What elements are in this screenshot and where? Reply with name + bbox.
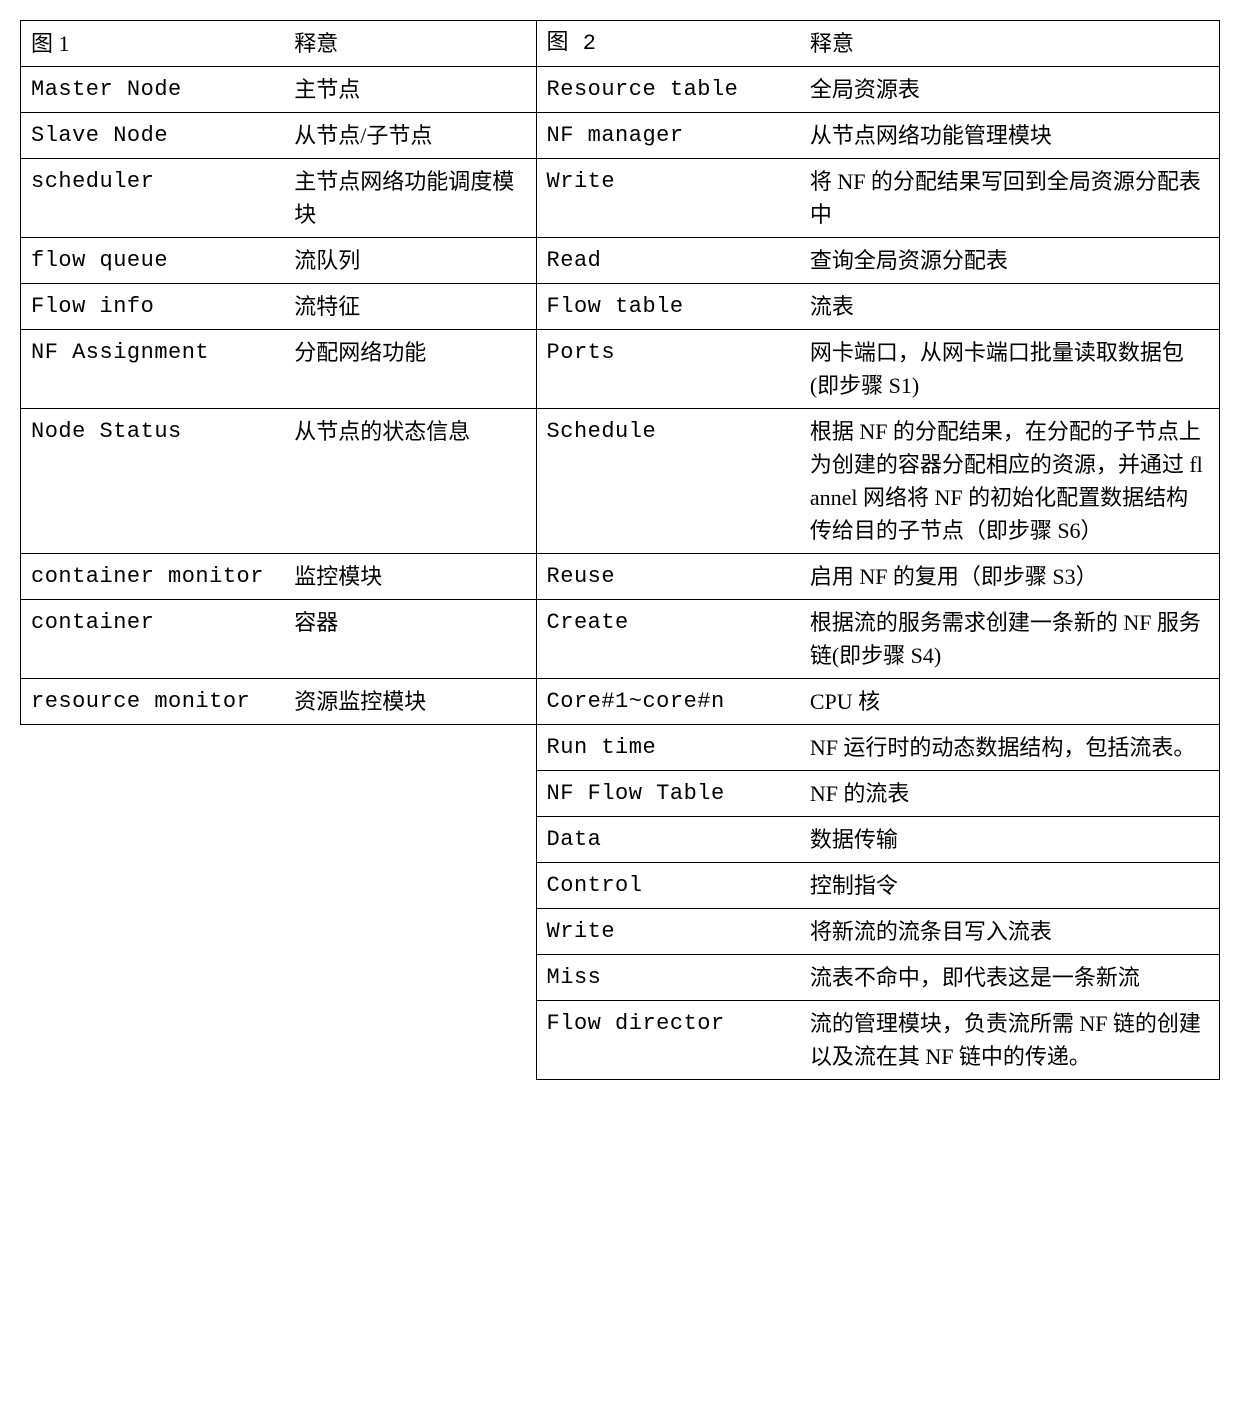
left-empty bbox=[284, 817, 536, 863]
table-row: flow queue流队列Read查询全局资源分配表 bbox=[21, 238, 1220, 284]
left-term: resource monitor bbox=[21, 679, 285, 725]
left-term: Master Node bbox=[21, 67, 285, 113]
left-def: 从节点的状态信息 bbox=[284, 409, 536, 554]
right-def: 查询全局资源分配表 bbox=[800, 238, 1220, 284]
left-term: Node Status bbox=[21, 409, 285, 554]
left-empty bbox=[21, 1001, 285, 1080]
left-def: 流特征 bbox=[284, 284, 536, 330]
right-def: 从节点网络功能管理模块 bbox=[800, 113, 1220, 159]
left-term: Flow info bbox=[21, 284, 285, 330]
table-row: Flow director流的管理模块，负责流所需 NF 链的创建以及流在其 N… bbox=[21, 1001, 1220, 1080]
right-def: 启用 NF 的复用（即步骤 S3） bbox=[800, 554, 1220, 600]
right-term: Ports bbox=[536, 330, 800, 409]
right-term: Create bbox=[536, 600, 800, 679]
table-header-row: 图 1释意图 2释意 bbox=[21, 21, 1220, 67]
left-def: 容器 bbox=[284, 600, 536, 679]
right-term: Resource table bbox=[536, 67, 800, 113]
right-term: Write bbox=[536, 159, 800, 238]
header-def2: 释意 bbox=[800, 21, 1220, 67]
left-term: container bbox=[21, 600, 285, 679]
left-empty bbox=[284, 909, 536, 955]
left-def: 主节点 bbox=[284, 67, 536, 113]
table-row: NF Assignment分配网络功能Ports网卡端口，从网卡端口批量读取数据… bbox=[21, 330, 1220, 409]
right-term: Flow director bbox=[536, 1001, 800, 1080]
right-def: 全局资源表 bbox=[800, 67, 1220, 113]
right-term: Reuse bbox=[536, 554, 800, 600]
header-fig2: 图 2 bbox=[536, 21, 800, 67]
header-fig1: 图 1 bbox=[21, 21, 285, 67]
left-empty bbox=[284, 771, 536, 817]
right-term: Data bbox=[536, 817, 800, 863]
table-row: NF Flow TableNF 的流表 bbox=[21, 771, 1220, 817]
left-term: scheduler bbox=[21, 159, 285, 238]
left-empty bbox=[284, 863, 536, 909]
right-def: 根据流的服务需求创建一条新的 NF 服务链(即步骤 S4) bbox=[800, 600, 1220, 679]
table-row: Control控制指令 bbox=[21, 863, 1220, 909]
right-def: NF 的流表 bbox=[800, 771, 1220, 817]
table-row: Slave Node从节点/子节点NF manager从节点网络功能管理模块 bbox=[21, 113, 1220, 159]
left-empty bbox=[21, 725, 285, 771]
left-def: 从节点/子节点 bbox=[284, 113, 536, 159]
right-term: Schedule bbox=[536, 409, 800, 554]
left-term: flow queue bbox=[21, 238, 285, 284]
left-def: 分配网络功能 bbox=[284, 330, 536, 409]
table-row: Master Node主节点Resource table全局资源表 bbox=[21, 67, 1220, 113]
right-def: 流的管理模块，负责流所需 NF 链的创建以及流在其 NF 链中的传递。 bbox=[800, 1001, 1220, 1080]
right-def: 将新流的流条目写入流表 bbox=[800, 909, 1220, 955]
glossary-table: 图 1释意图 2释意Master Node主节点Resource table全局… bbox=[20, 20, 1220, 1080]
table-row: Miss流表不命中，即代表这是一条新流 bbox=[21, 955, 1220, 1001]
table-row: Run timeNF 运行时的动态数据结构，包括流表。 bbox=[21, 725, 1220, 771]
table-row: scheduler主节点网络功能调度模块Write将 NF 的分配结果写回到全局… bbox=[21, 159, 1220, 238]
right-def: 将 NF 的分配结果写回到全局资源分配表中 bbox=[800, 159, 1220, 238]
left-empty bbox=[284, 725, 536, 771]
left-empty bbox=[21, 909, 285, 955]
right-term: Miss bbox=[536, 955, 800, 1001]
table-row: Node Status从节点的状态信息Schedule根据 NF 的分配结果，在… bbox=[21, 409, 1220, 554]
left-empty bbox=[21, 955, 285, 1001]
left-empty bbox=[284, 1001, 536, 1080]
header-def1: 释意 bbox=[284, 21, 536, 67]
right-def: 网卡端口，从网卡端口批量读取数据包(即步骤 S1) bbox=[800, 330, 1220, 409]
right-term: Control bbox=[536, 863, 800, 909]
right-def: 数据传输 bbox=[800, 817, 1220, 863]
left-def: 流队列 bbox=[284, 238, 536, 284]
left-def: 主节点网络功能调度模块 bbox=[284, 159, 536, 238]
table-row: Write将新流的流条目写入流表 bbox=[21, 909, 1220, 955]
right-term: Flow table bbox=[536, 284, 800, 330]
left-term: NF Assignment bbox=[21, 330, 285, 409]
left-empty bbox=[21, 863, 285, 909]
right-term: Run time bbox=[536, 725, 800, 771]
right-term: NF Flow Table bbox=[536, 771, 800, 817]
right-term: Read bbox=[536, 238, 800, 284]
right-def: 控制指令 bbox=[800, 863, 1220, 909]
table-row: container容器Create根据流的服务需求创建一条新的 NF 服务链(即… bbox=[21, 600, 1220, 679]
left-term: container monitor bbox=[21, 554, 285, 600]
table-row: resource monitor资源监控模块Core#1~core#nCPU 核 bbox=[21, 679, 1220, 725]
right-term: Write bbox=[536, 909, 800, 955]
right-def: CPU 核 bbox=[800, 679, 1220, 725]
right-term: NF manager bbox=[536, 113, 800, 159]
left-empty bbox=[21, 817, 285, 863]
right-term: Core#1~core#n bbox=[536, 679, 800, 725]
left-empty bbox=[21, 771, 285, 817]
left-def: 资源监控模块 bbox=[284, 679, 536, 725]
left-empty bbox=[284, 955, 536, 1001]
right-def: 根据 NF 的分配结果，在分配的子节点上为创建的容器分配相应的资源，并通过 fl… bbox=[800, 409, 1220, 554]
table-row: container monitor监控模块Reuse启用 NF 的复用（即步骤 … bbox=[21, 554, 1220, 600]
left-def: 监控模块 bbox=[284, 554, 536, 600]
right-def: NF 运行时的动态数据结构，包括流表。 bbox=[800, 725, 1220, 771]
left-term: Slave Node bbox=[21, 113, 285, 159]
table-row: Flow info流特征Flow table流表 bbox=[21, 284, 1220, 330]
right-def: 流表 bbox=[800, 284, 1220, 330]
table-row: Data数据传输 bbox=[21, 817, 1220, 863]
right-def: 流表不命中，即代表这是一条新流 bbox=[800, 955, 1220, 1001]
